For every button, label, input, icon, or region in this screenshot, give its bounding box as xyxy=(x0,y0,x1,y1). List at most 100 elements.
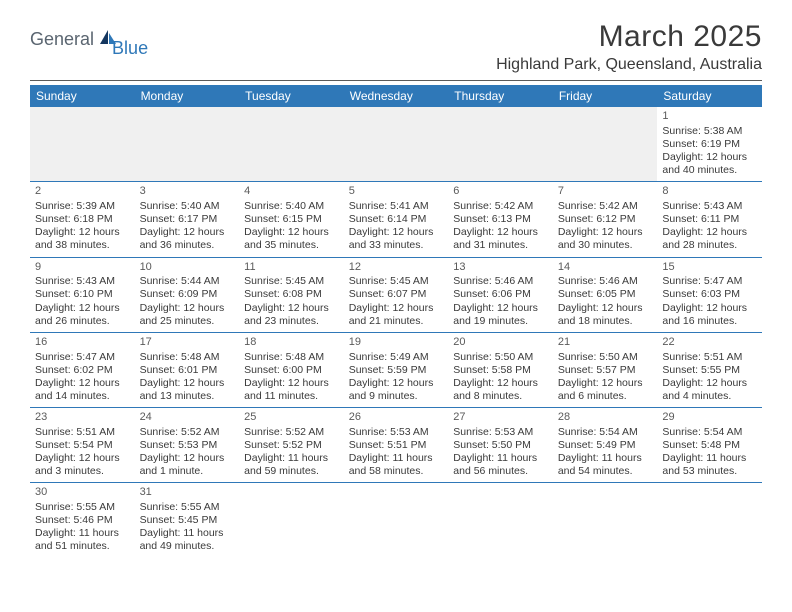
sunset-line: Sunset: 6:17 PM xyxy=(140,213,235,226)
dow-header: Friday xyxy=(553,85,658,107)
dow-header: Tuesday xyxy=(239,85,344,107)
day-number: 29 xyxy=(662,411,757,425)
empty-cell xyxy=(344,107,449,182)
daylight-line: Daylight: 12 hours and 36 minutes. xyxy=(140,226,235,252)
sunrise-line: Sunrise: 5:48 AM xyxy=(244,351,339,364)
logo-text-blue: Blue xyxy=(112,38,148,59)
sunset-line: Sunset: 5:59 PM xyxy=(349,364,444,377)
sunset-line: Sunset: 5:46 PM xyxy=(35,514,130,527)
sunrise-line: Sunrise: 5:49 AM xyxy=(349,351,444,364)
sunset-line: Sunset: 6:13 PM xyxy=(453,213,548,226)
daylight-line: Daylight: 12 hours and 9 minutes. xyxy=(349,377,444,403)
sunset-line: Sunset: 6:18 PM xyxy=(35,213,130,226)
daylight-line: Daylight: 12 hours and 40 minutes. xyxy=(662,151,757,177)
sunrise-line: Sunrise: 5:53 AM xyxy=(349,426,444,439)
day-number: 5 xyxy=(349,185,444,199)
sunrise-line: Sunrise: 5:55 AM xyxy=(140,501,235,514)
logo: General Blue xyxy=(30,28,158,51)
day-cell: 28Sunrise: 5:54 AMSunset: 5:49 PMDayligh… xyxy=(553,408,658,483)
daylight-line: Daylight: 12 hours and 16 minutes. xyxy=(662,302,757,328)
sunrise-line: Sunrise: 5:48 AM xyxy=(140,351,235,364)
daylight-line: Daylight: 12 hours and 31 minutes. xyxy=(453,226,548,252)
day-number: 11 xyxy=(244,261,339,275)
sunrise-line: Sunrise: 5:45 AM xyxy=(349,275,444,288)
daylight-line: Daylight: 11 hours and 49 minutes. xyxy=(140,527,235,553)
empty-cell xyxy=(135,107,240,182)
daylight-line: Daylight: 11 hours and 56 minutes. xyxy=(453,452,548,478)
daylight-line: Daylight: 12 hours and 1 minute. xyxy=(140,452,235,478)
header-divider xyxy=(30,80,762,81)
day-number: 15 xyxy=(662,261,757,275)
day-cell: 4Sunrise: 5:40 AMSunset: 6:15 PMDaylight… xyxy=(239,182,344,257)
day-cell: 21Sunrise: 5:50 AMSunset: 5:57 PMDayligh… xyxy=(553,333,658,408)
header: General Blue March 2025 Highland Park, Q… xyxy=(30,20,762,74)
sunset-line: Sunset: 6:10 PM xyxy=(35,288,130,301)
sunrise-line: Sunrise: 5:43 AM xyxy=(662,200,757,213)
day-number: 20 xyxy=(453,336,548,350)
day-cell: 9Sunrise: 5:43 AMSunset: 6:10 PMDaylight… xyxy=(30,258,135,333)
sunset-line: Sunset: 5:49 PM xyxy=(558,439,653,452)
sunset-line: Sunset: 6:05 PM xyxy=(558,288,653,301)
daylight-line: Daylight: 12 hours and 30 minutes. xyxy=(558,226,653,252)
dow-header: Sunday xyxy=(30,85,135,107)
sunrise-line: Sunrise: 5:42 AM xyxy=(558,200,653,213)
sunrise-line: Sunrise: 5:42 AM xyxy=(453,200,548,213)
sunrise-line: Sunrise: 5:46 AM xyxy=(453,275,548,288)
daylight-line: Daylight: 12 hours and 23 minutes. xyxy=(244,302,339,328)
sunset-line: Sunset: 6:09 PM xyxy=(140,288,235,301)
sunset-line: Sunset: 5:52 PM xyxy=(244,439,339,452)
daylight-line: Daylight: 12 hours and 19 minutes. xyxy=(453,302,548,328)
sunset-line: Sunset: 5:55 PM xyxy=(662,364,757,377)
location: Highland Park, Queensland, Australia xyxy=(496,56,762,74)
sunset-line: Sunset: 5:51 PM xyxy=(349,439,444,452)
sunrise-line: Sunrise: 5:50 AM xyxy=(558,351,653,364)
day-cell: 19Sunrise: 5:49 AMSunset: 5:59 PMDayligh… xyxy=(344,333,449,408)
day-number: 3 xyxy=(140,185,235,199)
sunset-line: Sunset: 6:07 PM xyxy=(349,288,444,301)
sunset-line: Sunset: 6:14 PM xyxy=(349,213,444,226)
day-number: 27 xyxy=(453,411,548,425)
day-number: 7 xyxy=(558,185,653,199)
day-number: 2 xyxy=(35,185,130,199)
daylight-line: Daylight: 12 hours and 8 minutes. xyxy=(453,377,548,403)
day-cell: 12Sunrise: 5:45 AMSunset: 6:07 PMDayligh… xyxy=(344,258,449,333)
daylight-line: Daylight: 11 hours and 54 minutes. xyxy=(558,452,653,478)
day-cell: 8Sunrise: 5:43 AMSunset: 6:11 PMDaylight… xyxy=(657,182,762,257)
day-cell: 17Sunrise: 5:48 AMSunset: 6:01 PMDayligh… xyxy=(135,333,240,408)
day-cell: 27Sunrise: 5:53 AMSunset: 5:50 PMDayligh… xyxy=(448,408,553,483)
daylight-line: Daylight: 12 hours and 18 minutes. xyxy=(558,302,653,328)
day-number: 13 xyxy=(453,261,548,275)
sunrise-line: Sunrise: 5:40 AM xyxy=(140,200,235,213)
sunset-line: Sunset: 6:03 PM xyxy=(662,288,757,301)
day-cell: 5Sunrise: 5:41 AMSunset: 6:14 PMDaylight… xyxy=(344,182,449,257)
sunrise-line: Sunrise: 5:43 AM xyxy=(35,275,130,288)
day-number: 23 xyxy=(35,411,130,425)
day-number: 4 xyxy=(244,185,339,199)
day-cell: 18Sunrise: 5:48 AMSunset: 6:00 PMDayligh… xyxy=(239,333,344,408)
month-title: March 2025 xyxy=(496,20,762,54)
sunset-line: Sunset: 5:58 PM xyxy=(453,364,548,377)
daylight-line: Daylight: 11 hours and 58 minutes. xyxy=(349,452,444,478)
sunrise-line: Sunrise: 5:38 AM xyxy=(662,125,757,138)
sunrise-line: Sunrise: 5:47 AM xyxy=(35,351,130,364)
day-cell: 1Sunrise: 5:38 AMSunset: 6:19 PMDaylight… xyxy=(657,107,762,182)
day-number: 25 xyxy=(244,411,339,425)
dow-header: Thursday xyxy=(448,85,553,107)
day-cell: 14Sunrise: 5:46 AMSunset: 6:05 PMDayligh… xyxy=(553,258,658,333)
sunrise-line: Sunrise: 5:54 AM xyxy=(558,426,653,439)
day-number: 28 xyxy=(558,411,653,425)
day-number: 6 xyxy=(453,185,548,199)
daylight-line: Daylight: 11 hours and 51 minutes. xyxy=(35,527,130,553)
sunset-line: Sunset: 6:11 PM xyxy=(662,213,757,226)
daylight-line: Daylight: 12 hours and 38 minutes. xyxy=(35,226,130,252)
day-cell: 2Sunrise: 5:39 AMSunset: 6:18 PMDaylight… xyxy=(30,182,135,257)
day-number: 30 xyxy=(35,486,130,500)
day-cell: 22Sunrise: 5:51 AMSunset: 5:55 PMDayligh… xyxy=(657,333,762,408)
day-number: 31 xyxy=(140,486,235,500)
logo-text-general: General xyxy=(30,29,94,50)
sunset-line: Sunset: 5:53 PM xyxy=(140,439,235,452)
daylight-line: Daylight: 12 hours and 11 minutes. xyxy=(244,377,339,403)
daylight-line: Daylight: 12 hours and 21 minutes. xyxy=(349,302,444,328)
daylight-line: Daylight: 12 hours and 35 minutes. xyxy=(244,226,339,252)
day-cell: 6Sunrise: 5:42 AMSunset: 6:13 PMDaylight… xyxy=(448,182,553,257)
